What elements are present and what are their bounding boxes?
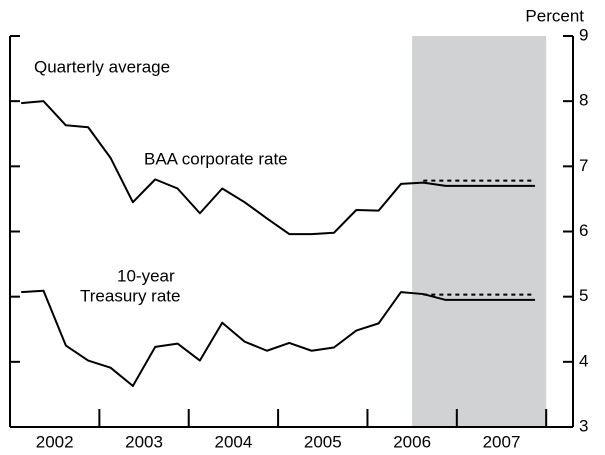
x-tick-label: 2006 <box>393 432 431 451</box>
y-tick-label: 7 <box>579 156 588 175</box>
y-tick-label: 5 <box>579 286 588 305</box>
y-tick-label: 4 <box>579 351 588 370</box>
y-tick-label: 3 <box>579 416 588 435</box>
annotation: 10-year <box>117 266 175 285</box>
line-series <box>21 100 536 236</box>
line-series <box>21 289 536 387</box>
y-tick-label: 8 <box>579 91 588 110</box>
y-tick-label: 6 <box>579 221 588 240</box>
annotation: BAA corporate rate <box>144 149 288 168</box>
x-tick-label: 2007 <box>483 432 521 451</box>
x-tick-label: 2002 <box>36 432 74 451</box>
shaded-region <box>412 36 547 427</box>
y-tick-label: 9 <box>579 25 588 44</box>
x-tick-label: 2004 <box>214 432 252 451</box>
annotation: Treasury rate <box>80 286 180 305</box>
annotation: Quarterly average <box>34 57 170 76</box>
unit-label: Percent <box>525 6 584 25</box>
x-tick-label: 2003 <box>125 432 163 451</box>
x-tick-label: 2005 <box>304 432 342 451</box>
